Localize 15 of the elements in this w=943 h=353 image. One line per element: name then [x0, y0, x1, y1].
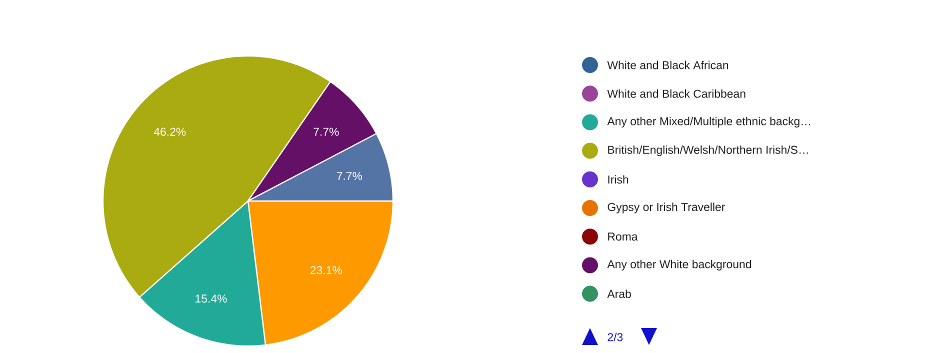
legend-label: Roma — [608, 232, 638, 241]
legend-label: Irish — [608, 175, 628, 184]
data-label: 23.1% — [310, 266, 342, 274]
data-label: 7.7% — [336, 172, 362, 180]
legend-label: Any other Mixed/Multiple ethnic backg… — [607, 116, 810, 128]
legend-label: White and Black African — [607, 60, 728, 70]
legend-label: Arab — [607, 290, 631, 298]
legend-label: White and Black Caribbean — [607, 89, 746, 98]
legend-label: British/English/Welsh/Northern Irish/S… — [608, 145, 808, 156]
legend-label: Any other White background — [607, 260, 751, 271]
data-label: 46.2% — [154, 128, 186, 136]
data-label: 15.4% — [196, 294, 227, 303]
legend-label: Gypsy or Irish Traveller — [608, 202, 725, 214]
text: 2/3 — [608, 332, 623, 342]
data-label: 7.7% — [314, 128, 339, 136]
